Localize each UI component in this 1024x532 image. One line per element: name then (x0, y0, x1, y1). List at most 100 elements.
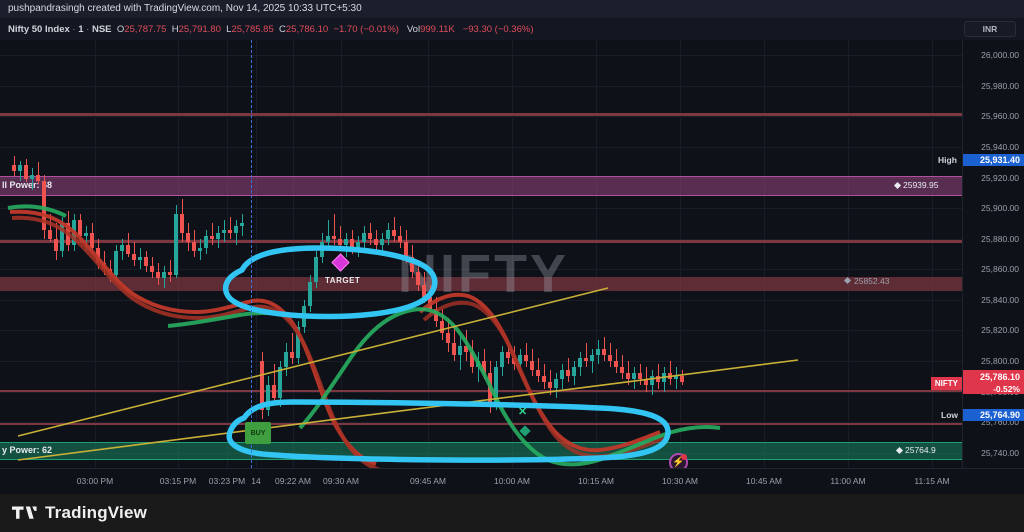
candlestick (150, 257, 154, 279)
candlestick (126, 232, 130, 258)
candle-body (114, 250, 118, 276)
candle-body (308, 281, 312, 306)
replay-icon[interactable]: ⚡ (669, 453, 688, 468)
candlestick (554, 373, 558, 398)
chart-plot-area[interactable]: NIFTY ll Power: 68 25939.95 y Power: 62 … (0, 40, 962, 468)
candlestick (180, 198, 184, 242)
candlestick (530, 348, 534, 377)
candle-body (266, 385, 270, 410)
candle-wick (291, 333, 293, 365)
candle-body (662, 373, 666, 383)
tradingview-wordmark: TradingView (45, 503, 148, 522)
candlestick (284, 342, 288, 377)
candlestick (602, 336, 606, 361)
candle-wick (273, 364, 275, 404)
candlestick (656, 364, 660, 389)
price-tick-label: 25,940.00 (981, 142, 1019, 152)
candle-body (500, 351, 504, 368)
candle-body (60, 223, 64, 251)
exit-cross-icon: ✕ (518, 406, 528, 418)
resistance-line (0, 390, 962, 392)
candle-body (108, 269, 112, 276)
candle-body (602, 348, 606, 355)
legend-open-label: O (116, 24, 125, 35)
legend-exchange[interactable]: NSE (91, 24, 112, 35)
candle-body (350, 238, 354, 248)
vertical-gridline (178, 40, 179, 468)
candle-wick (169, 260, 171, 282)
price-axis[interactable]: 26,000.00 25,980.00 25,960.00 25,940.00 25,9… (962, 40, 1024, 468)
session-low-tag: Low (941, 409, 958, 420)
candlestick (344, 232, 348, 258)
time-tick-label: 14 (251, 476, 261, 486)
candlestick (228, 217, 232, 239)
time-tick-label: 03:23 PM (208, 476, 246, 486)
price-tick-label: 25,980.00 (981, 80, 1019, 91)
candle-body (446, 333, 450, 343)
candlestick (192, 229, 196, 258)
candlestick (506, 339, 510, 365)
candle-wick (591, 348, 593, 374)
candlestick (416, 260, 420, 291)
buy-power-label: y Power: 62 (2, 445, 53, 455)
candle-body (150, 266, 154, 273)
candlestick (296, 321, 300, 365)
candlestick (144, 250, 148, 273)
candlestick (168, 260, 172, 282)
horizontal-gridline (0, 85, 962, 87)
candle-body (90, 232, 94, 248)
attribution-bar: pushpandrasingh created with TradingView… (0, 0, 1024, 18)
candlestick (566, 357, 570, 383)
candle-body (156, 272, 160, 279)
tradingview-logo[interactable]: TradingView (12, 503, 147, 523)
candlestick (260, 351, 264, 420)
candlestick (398, 226, 402, 248)
legend-change-abs: −1.70 (333, 24, 358, 35)
price-tick-label: 25,900.00 (981, 203, 1019, 214)
legend-symbol[interactable]: Nifty 50 Index (8, 24, 70, 35)
footer-bar: TradingView (0, 494, 1024, 532)
legend-close-value: 25,786.10 (285, 24, 329, 35)
horizontal-gridline (0, 116, 962, 118)
candle-body (240, 223, 244, 227)
candle-body (24, 165, 28, 180)
candle-body (296, 327, 300, 358)
candle-wick (31, 168, 33, 190)
time-tick-label: 09:45 AM (410, 476, 446, 486)
price-tick-label: 25,920.00 (981, 172, 1019, 183)
currency-pill[interactable]: INR (964, 21, 1016, 37)
session-high-badge: 25,931.40 (963, 154, 1024, 167)
legend-volume-label: Vol (406, 24, 421, 35)
candlestick (542, 364, 546, 389)
candle-body (180, 214, 184, 233)
candle-body (284, 351, 288, 368)
candle-body (126, 244, 130, 254)
candle-body (222, 229, 226, 233)
candle-body (470, 351, 474, 368)
ema-fast-right (418, 292, 661, 453)
candlestick (476, 351, 480, 383)
candle-body (386, 229, 390, 239)
tradingview-logo-icon (12, 506, 37, 519)
resistance-line (0, 113, 962, 116)
legend-interval[interactable]: 1 (78, 24, 84, 35)
candlestick (60, 217, 64, 258)
last-price-symbol-flag: NIFTY (930, 377, 962, 391)
candle-body (434, 309, 438, 322)
candlestick (632, 367, 636, 389)
legend-open-value: 25,787.75 (124, 24, 167, 35)
horizontal-gridline (0, 330, 962, 332)
horizontal-gridline (0, 208, 962, 210)
candle-body (530, 360, 534, 371)
candle-body (66, 223, 70, 245)
candle-body (12, 165, 16, 172)
candle-body (428, 296, 432, 309)
candle-body (638, 373, 642, 380)
time-axis[interactable]: 03:00 PM 03:15 PM 03:23 PM 14 09:22 AM 09:30 … (0, 468, 1024, 494)
vertical-gridline (512, 40, 513, 468)
candle-body (84, 232, 88, 236)
candle-body (42, 180, 46, 230)
time-tick-label: 10:45 AM (746, 476, 782, 486)
price-tick-label: 25,800.00 (981, 356, 1019, 366)
